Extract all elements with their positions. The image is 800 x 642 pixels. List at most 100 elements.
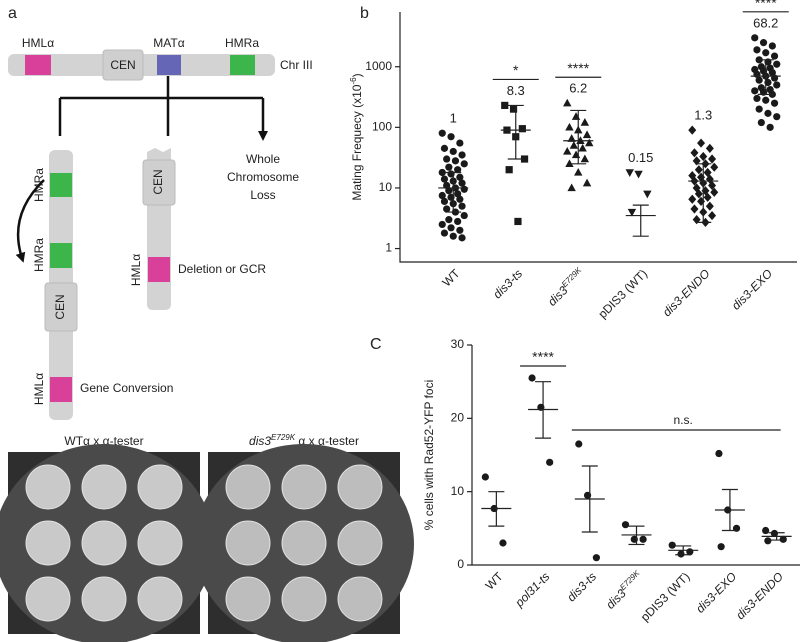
data-point [580,154,590,163]
y-tick-label: 100 [372,120,392,134]
data-point [505,166,513,174]
significance-label: **** [567,60,589,76]
data-point [458,202,466,210]
data-point [449,147,457,156]
label: CEN [53,294,67,319]
data-point [692,156,701,166]
y-tick-label: 1000 [365,59,392,73]
significance-label: **** [532,349,554,365]
data-point [454,166,462,174]
data-point [627,208,637,217]
data-point [563,146,572,155]
data-point [688,125,697,135]
data-point [571,150,581,159]
data-point [705,201,714,211]
data-point [770,99,779,107]
plate-photos [0,444,414,642]
data-point [567,183,576,192]
plate-title: WTα x α-tester [64,434,143,448]
data-point [458,234,466,242]
data-point [639,535,647,543]
colony-spot [81,576,127,622]
y-tick-label: 10 [451,484,465,498]
colony-spot [25,520,71,566]
hml-locus [50,377,72,402]
data-point [755,76,763,84]
data-point [443,205,451,213]
data-point [762,96,770,104]
data-point [697,138,706,148]
data-point [762,49,770,57]
colony-spot [137,576,183,622]
colony-spot [137,464,183,510]
data-point [751,87,759,95]
panel-a: a HMLα CEN MATα HMRa Chr III Whole Chrom… [0,5,414,642]
mat-locus [157,55,181,75]
colony-spot [81,520,127,566]
panel-letter: C [370,336,382,353]
data-point [451,157,460,165]
panel-letter: a [8,5,17,22]
data-point [757,118,765,127]
data-point [768,42,776,50]
data-point [770,52,779,60]
data-point [438,168,446,177]
text-part: ) [350,73,364,77]
x-tick-label: pDIS3 (WT) [595,266,650,321]
data-point [567,134,576,142]
data-point [708,180,717,191]
data-point [764,109,772,117]
data-point [694,165,703,175]
annotation: 68.2 [753,15,778,30]
annotation: 1 [450,111,457,126]
colony-spot [337,520,383,566]
colony-spot [225,464,271,510]
significance-label: **** [755,0,777,11]
hmr-locus [230,55,255,75]
y-tick-label: 30 [451,337,465,351]
colony-spot [281,464,327,510]
centromere [142,159,176,206]
data-point [565,122,574,131]
data-point [456,226,464,234]
annotation: 0.15 [628,150,653,165]
data-point [514,217,522,226]
arrow [58,98,263,136]
hml-locus [25,55,51,75]
data-point [753,94,761,103]
data-point [699,151,708,162]
label: HMLα [129,254,143,286]
data-point [447,133,455,141]
data-point [520,155,529,163]
data-point [690,204,699,214]
data-point [773,113,781,121]
colony-spot [337,576,383,622]
label: Gene Conversion [80,381,173,395]
y-tick-label: 1 [385,241,392,255]
x-tick-label: dis3-ENDO [733,569,786,622]
label: MATα [153,36,184,50]
colony-spot [25,576,71,622]
data-point [449,232,457,240]
label: CEN [110,58,135,72]
data-point [445,163,453,171]
data-point [460,211,468,220]
data-point [703,192,712,202]
y-axis-label: % cells with Rad52-YFP foci [422,380,436,531]
x-tick-label: WT [440,266,464,290]
data-point [580,118,590,126]
label: HMRa [32,238,46,272]
data-point [753,46,761,54]
data-point [773,81,781,89]
x-tick-label: dis3-ts [490,266,525,301]
data-point [585,138,594,147]
label: HMLα [32,373,46,405]
y-tick-label: 20 [451,411,465,425]
annotation: 6.2 [569,81,587,96]
data-point [751,34,759,42]
data-point [582,178,592,187]
x-tick-label: dis3E729K [602,568,646,612]
data-point [454,217,462,226]
data-point [759,39,768,47]
data-point [575,440,583,448]
